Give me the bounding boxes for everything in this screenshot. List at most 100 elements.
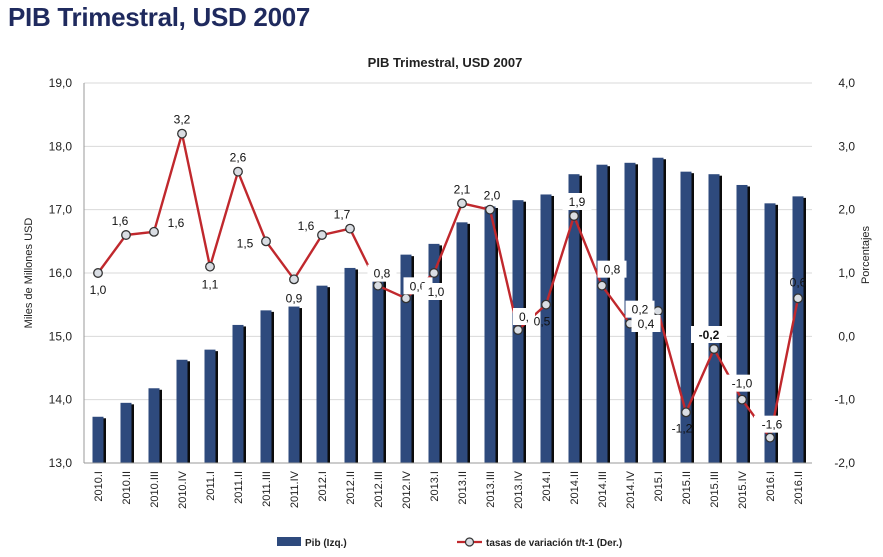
line-point (429, 268, 439, 278)
bar (344, 267, 356, 463)
data-label: 0,8 (374, 267, 391, 281)
x-tick-label: 2011.I (205, 471, 217, 501)
bar (568, 174, 580, 463)
axes: 13,0 14,0 15,0 16,0 17,0 18,0 19,0 -2,0 -1,0 0,0 1… (49, 76, 856, 509)
bar (400, 254, 412, 463)
line-point (289, 274, 299, 285)
bar (708, 174, 720, 463)
bar (680, 171, 692, 463)
data-label-box (367, 264, 397, 282)
bar (428, 243, 440, 463)
data-label: 2,1 (454, 182, 471, 196)
data-label: 0,4 (638, 317, 655, 331)
data-label: -1,2 (672, 421, 693, 435)
y-tick-label: 15,0 (49, 329, 73, 343)
bar (736, 184, 748, 463)
data-label: 0,9 (286, 291, 303, 305)
page-title: PIB Trimestral, USD 2007 (8, 2, 311, 32)
legend-line-label: tasas de variación t/t-1 (Der.) (486, 538, 622, 549)
data-label: 0,2 (632, 303, 649, 317)
x-tick-label: 2010.I (93, 471, 105, 502)
line-point (765, 432, 775, 443)
x-tick-label: 2012.III (373, 471, 385, 508)
line-point (261, 236, 271, 247)
data-label-box (421, 283, 451, 300)
x-tick-label: 2012.I (317, 471, 329, 502)
bar (232, 324, 244, 463)
data-label: 0,6 (790, 275, 807, 289)
y-tick-label: 19,0 (49, 76, 73, 90)
x-tick-label: 2013.III (485, 471, 497, 508)
bar (484, 206, 496, 463)
bar (456, 222, 468, 463)
y-tick-label: 18,0 (49, 139, 73, 153)
data-label-box (597, 260, 627, 278)
x-tick-label: 2014.II (569, 471, 581, 505)
data-label: 0,5 (534, 315, 551, 329)
y2-tick-label: -1,0 (834, 393, 855, 407)
x-tick-label: 2013.II (457, 471, 469, 505)
data-label: 1,6 (112, 214, 129, 228)
y2-tick-label: -2,0 (834, 456, 855, 470)
data-label: -0,2 (699, 328, 720, 342)
x-tick-label: 2013.I (429, 471, 441, 502)
data-label: 0,8 (604, 263, 621, 277)
x-tick-label: 2010.II (121, 471, 133, 505)
y-tick-label: 17,0 (49, 203, 73, 217)
y-tick-label: 16,0 (49, 266, 73, 280)
data-label-box (631, 315, 661, 332)
y2-axis-label: Porcentajes (860, 225, 872, 284)
bar (92, 416, 104, 463)
bar (288, 306, 300, 463)
line-point (401, 293, 411, 304)
data-label-box (691, 326, 727, 343)
legend-bar-swatch (277, 537, 301, 546)
line-point (373, 280, 383, 291)
data-label: 2,6 (230, 151, 247, 165)
line-point (709, 344, 719, 354)
bar (316, 285, 328, 463)
bar (540, 194, 552, 463)
line-point (793, 293, 803, 304)
line-point (177, 128, 187, 139)
line-point (569, 211, 579, 221)
y-tick-label: 14,0 (49, 393, 73, 407)
bar (596, 164, 608, 463)
line-point (149, 226, 159, 237)
line-series (93, 128, 803, 443)
line-point (205, 261, 215, 272)
line-point (681, 407, 691, 418)
x-tick-label: 2013.IV (513, 470, 525, 509)
legend-line-marker (464, 537, 475, 547)
x-tick-label: 2014.IV (625, 470, 637, 509)
line-point (233, 166, 243, 177)
data-label: 1,9 (569, 195, 586, 209)
line-point (541, 299, 551, 310)
x-tick-label: 2015.I (653, 471, 665, 502)
line-point (737, 394, 747, 405)
x-tick-label: 2012.II (345, 471, 357, 505)
data-label: -1,0 (732, 377, 753, 391)
y2-tick-label: 1,0 (838, 266, 855, 280)
x-tick-label: 2016.I (765, 471, 777, 502)
bars (92, 157, 806, 464)
bar (176, 359, 188, 463)
line-point (485, 204, 495, 215)
legend: Pib (Izq.) tasas de variación t/t-1 (Der.… (277, 537, 622, 549)
y-tick-label: 13,0 (49, 456, 73, 470)
legend-bar-label: Pib (Izq.) (305, 538, 347, 549)
x-tick-label: 2012.IV (401, 470, 413, 509)
data-label: 0, (519, 310, 529, 324)
data-label: 2,0 (484, 189, 501, 203)
data-label: 1,0 (90, 283, 107, 297)
data-label: 3,2 (174, 113, 191, 127)
bar (792, 196, 804, 463)
x-tick-label: 2014.I (541, 471, 553, 502)
x-tick-label: 2010.IV (177, 470, 189, 509)
data-label: 1,6 (298, 219, 315, 233)
x-tick-label: 2016.II (793, 471, 805, 505)
data-label: -1,6 (762, 418, 783, 432)
line-point (457, 198, 467, 209)
data-label: 1,6 (168, 216, 185, 230)
